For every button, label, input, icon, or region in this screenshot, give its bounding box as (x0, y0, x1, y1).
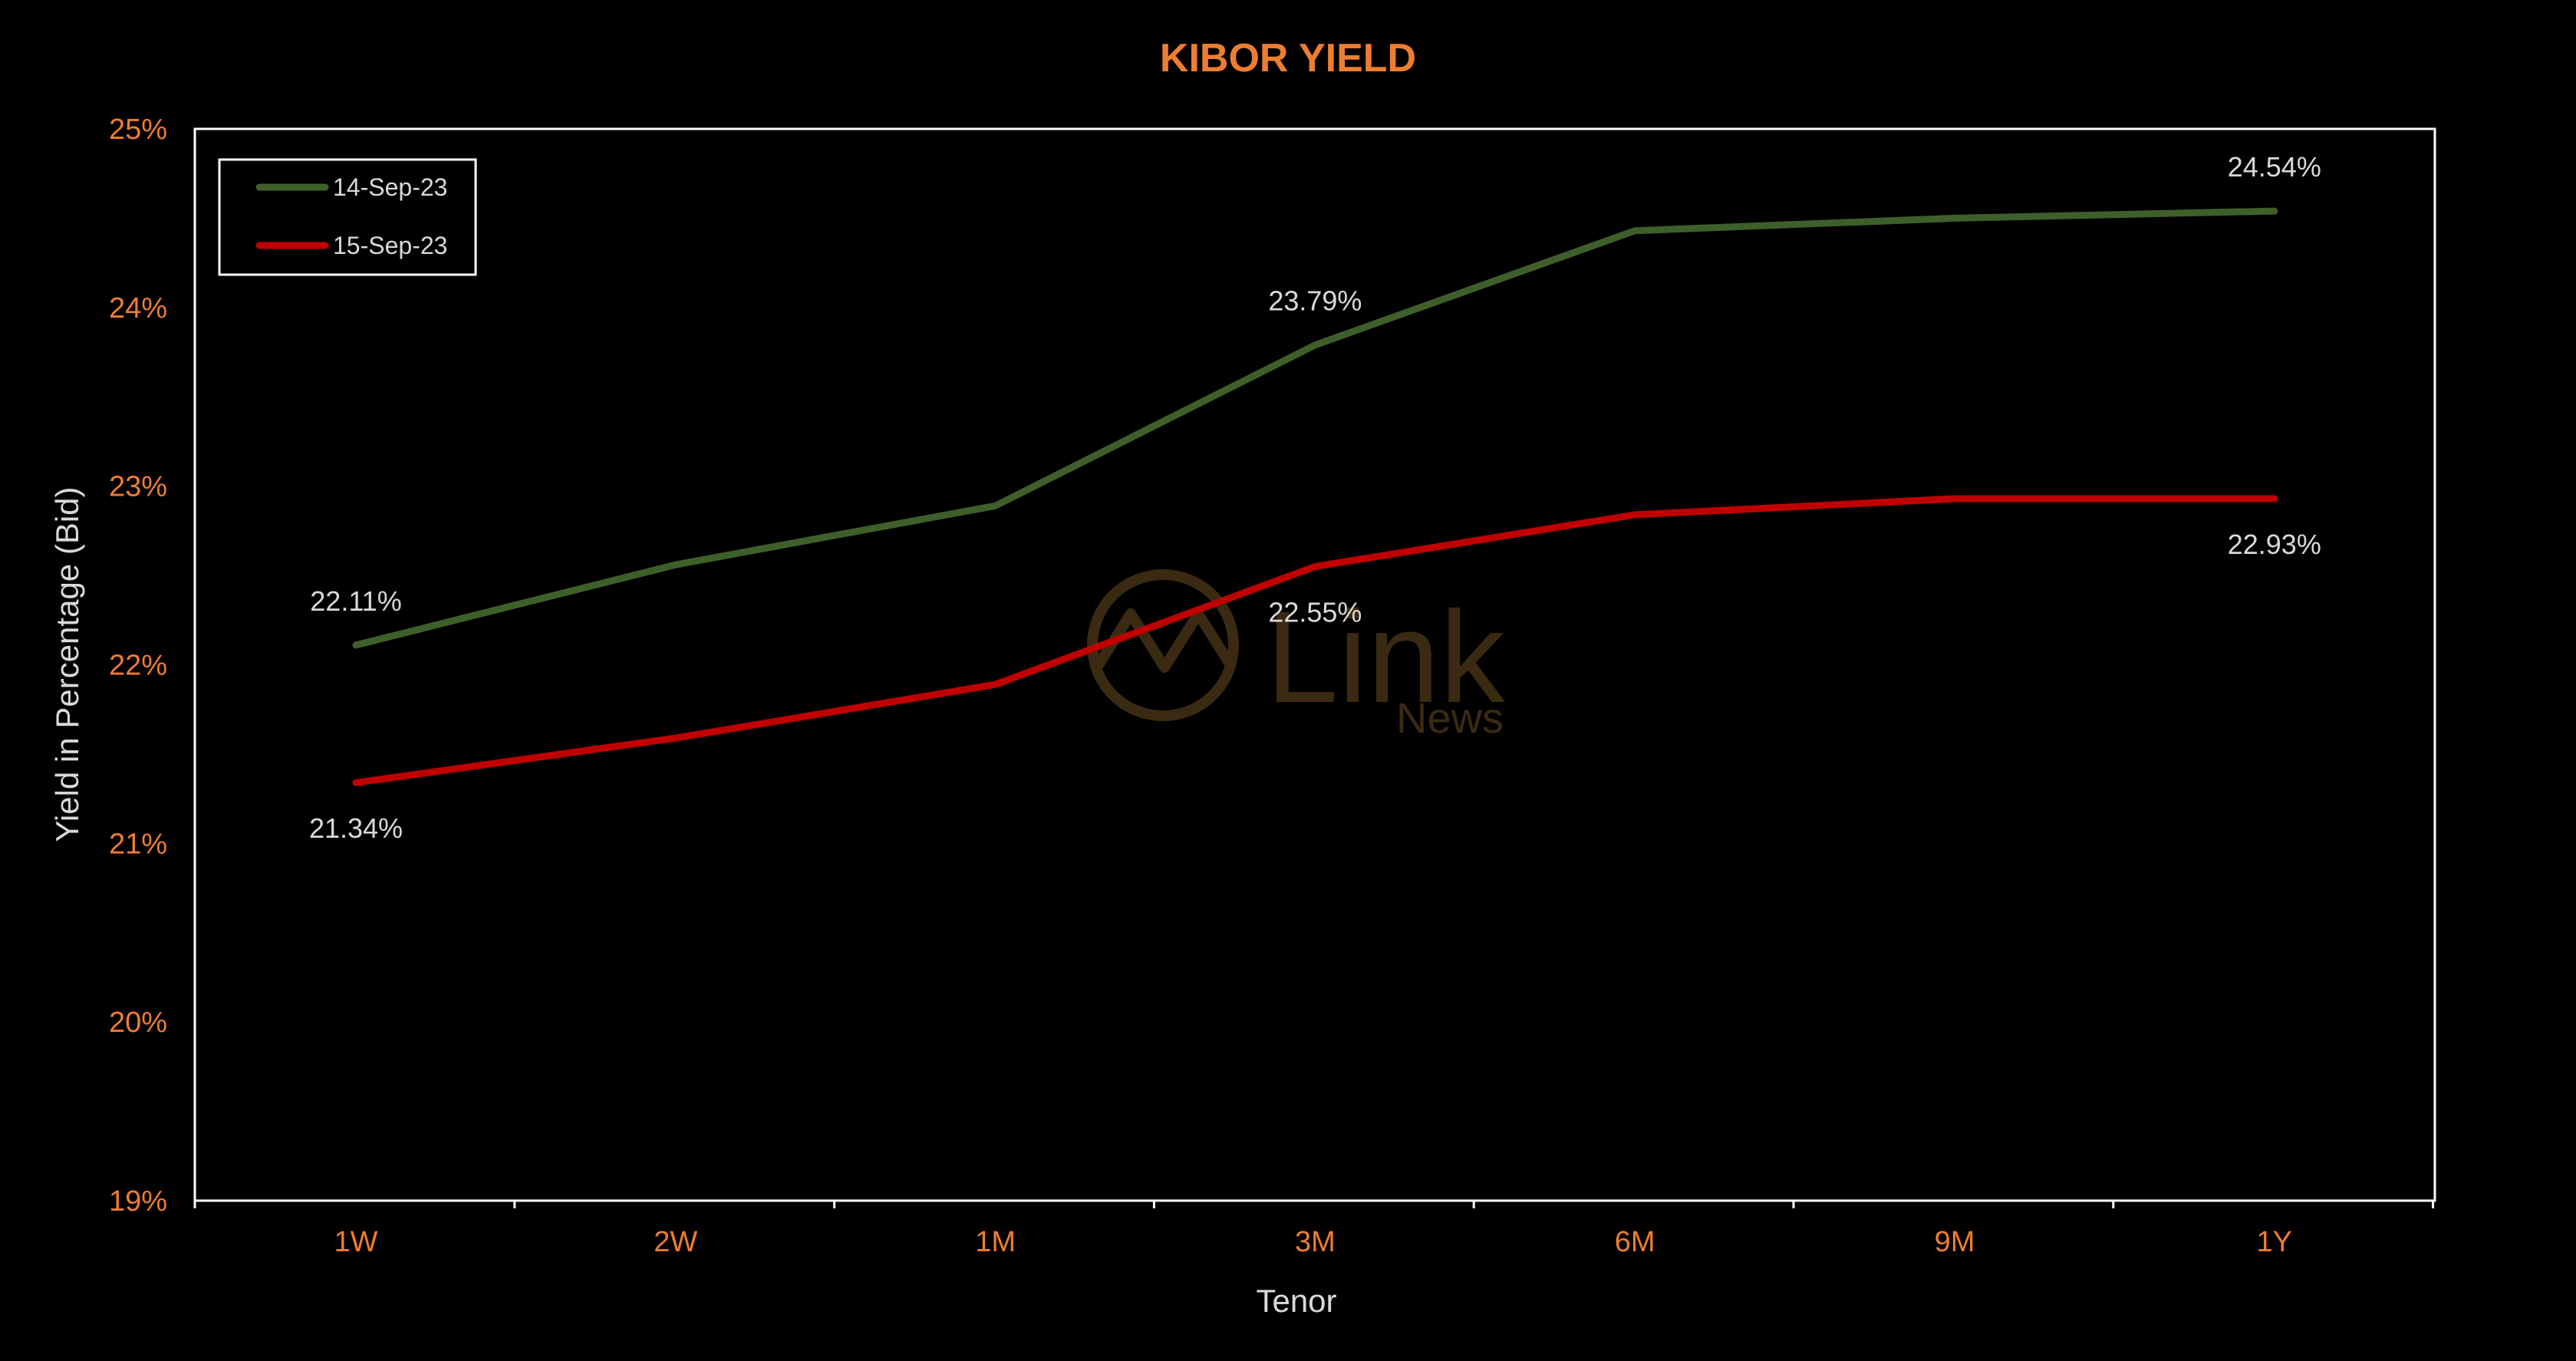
plot-area-frame (193, 127, 2436, 1202)
legend-items: 14-Sep-23 15-Sep-23 (255, 173, 447, 259)
y-tick-label: 21% (109, 828, 167, 860)
x-axis-title: Tenor (1256, 1283, 1336, 1319)
data-label: 22.55% (1268, 596, 1362, 628)
x-axis-tick-labels: 1W 2W 1M 3M 6M 9M 1Y (334, 1226, 2293, 1258)
y-tick-label: 20% (109, 1007, 167, 1039)
legend-label: 15-Sep-23 (333, 232, 447, 259)
y-tick-label: 23% (109, 471, 167, 503)
watermark: Link News (1087, 569, 1506, 742)
data-label: 24.54% (2228, 151, 2321, 183)
data-label: 22.93% (2228, 529, 2321, 560)
x-tick-label: 6M (1615, 1226, 1655, 1258)
x-tick-label: 2W (654, 1226, 697, 1258)
x-tick-label: 3M (1295, 1226, 1336, 1258)
y-axis-tick-labels: 19% 20% 21% 22% 23% 24% 25% (109, 114, 167, 1218)
watermark-sub-text: News (1396, 694, 1504, 742)
chart-title: KIBOR YIELD (1160, 36, 1416, 81)
x-tick-label: 9M (1935, 1226, 1975, 1258)
y-tick-label: 19% (109, 1185, 167, 1218)
legend-label: 14-Sep-23 (333, 173, 447, 201)
data-labels: 22.11% 23.79% 24.54% 21.34% 22.55% 22.93% (309, 151, 2321, 844)
legend: 14-Sep-23 15-Sep-23 (218, 158, 477, 276)
data-label: 21.34% (309, 812, 403, 844)
y-tick-label: 24% (109, 292, 167, 325)
x-axis-ticks (193, 1201, 2435, 1208)
y-tick-label: 22% (109, 650, 167, 682)
x-tick-label: 1M (975, 1226, 1016, 1258)
data-label: 23.79% (1268, 285, 1362, 317)
legend-box (218, 158, 477, 276)
watermark-main-text: Link (1266, 585, 1506, 730)
x-tick-label: 1Y (2257, 1226, 2292, 1258)
y-tick-label: 25% (109, 114, 167, 146)
series-lines (352, 207, 2278, 786)
data-label: 22.11% (310, 585, 401, 617)
watermark-zigzag (1092, 608, 1237, 673)
y-axis-title: Yield in Percentage (Bid) (49, 486, 85, 842)
x-tick-label: 1W (334, 1226, 378, 1258)
